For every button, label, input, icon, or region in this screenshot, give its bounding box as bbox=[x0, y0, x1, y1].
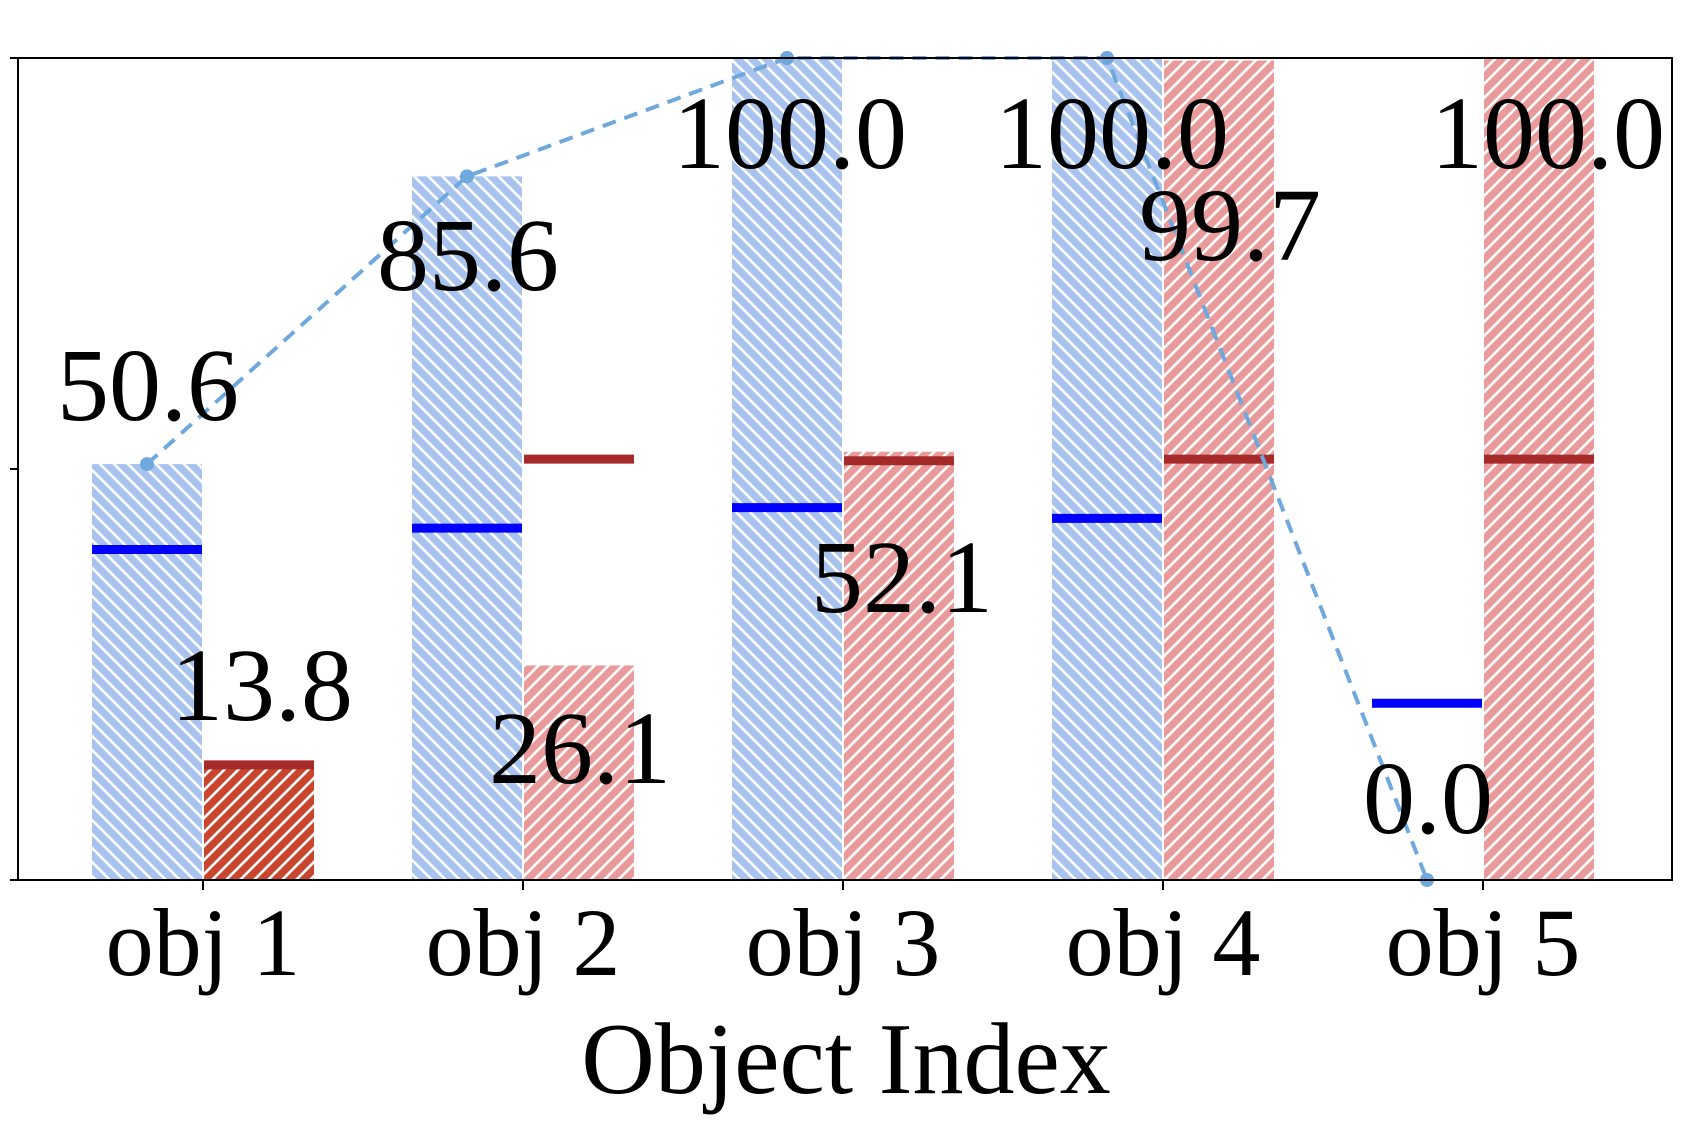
x-tick-label-5: obj 5 bbox=[1386, 889, 1581, 996]
value-label-red-2: 26.1 bbox=[489, 691, 671, 806]
x-axis-title: Object Index bbox=[581, 1003, 1111, 1116]
value-label-blue-4: 100.0 bbox=[995, 76, 1229, 191]
bar-red-hatch-2 bbox=[524, 665, 634, 880]
bar-blue-hatch-4 bbox=[1052, 58, 1162, 880]
value-label-red-4: 99.7 bbox=[1139, 168, 1321, 283]
markers-layer bbox=[92, 454, 1594, 770]
value-label-red-1: 13.8 bbox=[171, 628, 353, 743]
x-tick-label-3: obj 3 bbox=[746, 889, 941, 996]
bar-blue-hatch-1 bbox=[92, 464, 202, 880]
bar-red-hatch-1 bbox=[204, 766, 314, 880]
bar-red-hatch-5 bbox=[1484, 58, 1594, 880]
value-label-blue-2: 85.6 bbox=[377, 198, 559, 313]
trend-point-2 bbox=[460, 169, 474, 184]
value-label-blue-1: 50.6 bbox=[57, 328, 239, 443]
value-label-blue-5: 0.0 bbox=[1363, 741, 1493, 856]
labels-layer: 50.613.885.626.1100.052.1100.099.70.0100… bbox=[57, 76, 1665, 856]
bar-red-hatch-3 bbox=[844, 451, 954, 880]
trend-point-1 bbox=[140, 457, 154, 472]
axes-layer: obj 1 obj 2 obj 3 obj 4 obj 5 bbox=[10, 57, 1673, 996]
value-label-blue-3: 100.0 bbox=[673, 76, 907, 191]
value-label-red-3: 52.1 bbox=[811, 520, 993, 635]
bar-red-hatch-4 bbox=[1164, 60, 1274, 880]
bar-blue-hatch-3 bbox=[732, 58, 842, 880]
x-tick-label-1: obj 1 bbox=[106, 889, 301, 996]
x-tick-label-2: obj 2 bbox=[426, 889, 621, 996]
value-label-red-5: 100.0 bbox=[1431, 76, 1665, 191]
x-tick-label-4: obj 4 bbox=[1066, 889, 1261, 996]
